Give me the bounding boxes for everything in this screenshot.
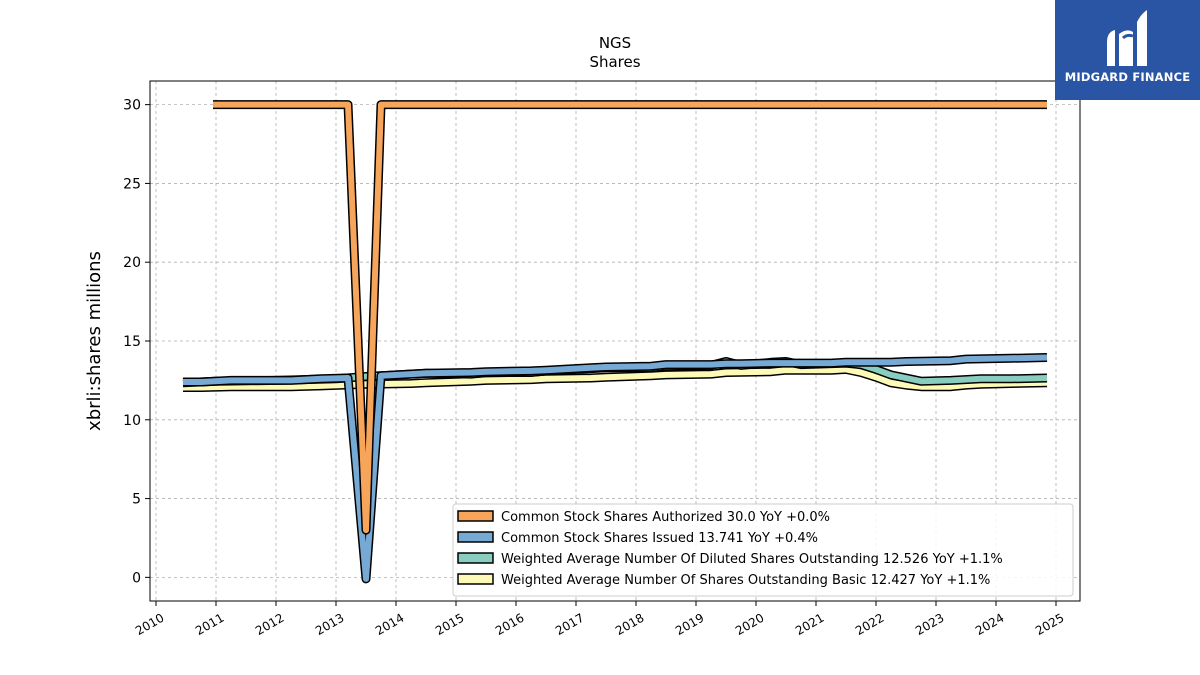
x-tick-label: 2013 xyxy=(313,611,346,638)
y-tick-label: 10 xyxy=(123,413,141,429)
x-tick-label: 2014 xyxy=(373,611,406,638)
series-line-0 xyxy=(213,101,1047,534)
series-group xyxy=(182,100,1048,584)
y-tick-label: 20 xyxy=(123,255,141,271)
legend-box xyxy=(452,503,1074,597)
legend-label: Common Stock Shares Authorized 30.0 YoY … xyxy=(501,510,830,525)
legend-label: Weighted Average Number Of Shares Outsta… xyxy=(501,573,990,588)
legend-label: Common Stock Shares Issued 13.741 YoY +0… xyxy=(501,531,818,546)
series-line-1 xyxy=(183,354,1048,582)
x-tick-label: 2018 xyxy=(613,611,646,638)
x-tick-label: 2010 xyxy=(133,611,166,638)
legend-swatch xyxy=(457,573,494,585)
x-tick-label: 2012 xyxy=(253,611,286,638)
chart-subtitle: Shares xyxy=(589,53,640,71)
x-tick-label: 2025 xyxy=(1033,611,1066,638)
brand-logo: MIDGARD FINANCE xyxy=(1055,0,1200,100)
x-tick-label: 2015 xyxy=(433,611,466,638)
legend-swatch xyxy=(457,552,494,564)
x-tick-label: 2017 xyxy=(553,611,586,638)
y-tick-label: 5 xyxy=(132,492,141,508)
y-tick-label: 25 xyxy=(123,176,141,192)
legend-swatch xyxy=(457,510,494,522)
chart-title: NGS xyxy=(599,34,631,52)
x-tick-label: 2024 xyxy=(973,611,1006,638)
y-tick-label: 15 xyxy=(123,334,141,350)
midgard-logo-icon xyxy=(1107,10,1147,66)
x-tick-label: 2022 xyxy=(853,611,886,638)
x-tick-label: 2020 xyxy=(733,611,766,638)
x-tick-label: 2011 xyxy=(193,611,226,638)
x-tick-label: 2019 xyxy=(673,611,706,638)
y-tick-label: 0 xyxy=(132,570,141,586)
x-tick-label: 2023 xyxy=(913,611,946,638)
legend-swatch xyxy=(457,531,494,543)
y-tick-label: 30 xyxy=(123,98,141,114)
x-tick-label: 2021 xyxy=(793,611,826,638)
legend-label: Weighted Average Number Of Diluted Share… xyxy=(501,552,1003,567)
y-axis-label: xbrli:shares millions xyxy=(84,251,105,431)
logo-text: MIDGARD FINANCE xyxy=(1064,70,1191,84)
x-tick-label: 2016 xyxy=(493,611,526,638)
legend: Common Stock Shares Authorized 30.0 YoY … xyxy=(452,503,1074,597)
